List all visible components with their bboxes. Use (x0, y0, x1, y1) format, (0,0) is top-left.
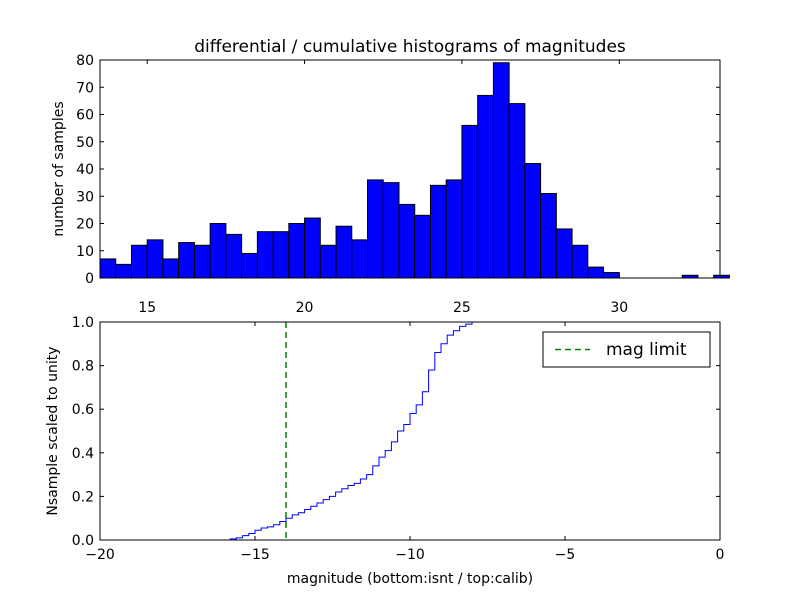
top-x-tick-label: 30 (610, 300, 628, 316)
top-y-tick-label: 50 (76, 135, 94, 151)
histogram-bar (398, 203, 416, 279)
histogram-bar (225, 233, 243, 279)
top-y-axis-label: number of samples (51, 101, 67, 236)
top-axis-ticks: 0 10 20 30 40 50 60 70 80 15 20 25 30 (76, 53, 720, 316)
histogram-bar (603, 272, 620, 279)
histogram-bar (382, 182, 400, 279)
bottom-y-axis-label: Nsample scaled to unity (45, 346, 61, 515)
top-y-tick-label: 60 (76, 108, 94, 124)
histogram-bar (477, 94, 494, 279)
top-x-tick-label: 25 (453, 300, 471, 316)
bottom-x-tick-label: −15 (240, 547, 270, 563)
histogram-bar (540, 193, 557, 279)
histogram-bar (571, 244, 589, 279)
top-y-tick-label: 80 (76, 53, 94, 69)
top-x-tick-label: 20 (296, 300, 314, 316)
histogram-bar (99, 258, 117, 279)
histogram-bars (99, 62, 730, 279)
bottom-x-tick-label: −20 (85, 547, 115, 563)
histogram-bar (162, 258, 180, 279)
bottom-x-axis-label: magnitude (bottom:isnt / top:calib) (287, 571, 533, 587)
bottom-x-tick-label: −5 (555, 547, 576, 563)
histogram-bar (272, 231, 290, 279)
histogram-bar (524, 163, 542, 279)
bottom-axis-ticks: 0.0 0.2 0.4 0.6 0.8 1.0 −20 −15 −10 −5 0 (72, 315, 725, 563)
histogram-bar (335, 225, 353, 279)
bottom-x-tick-label: −10 (395, 547, 425, 563)
histogram-bar (178, 242, 195, 279)
top-y-tick-label: 10 (76, 244, 94, 260)
cumulative-plot (100, 321, 721, 541)
histogram-bar (256, 231, 274, 279)
top-y-tick-label: 40 (76, 162, 94, 178)
histogram-bar (713, 274, 730, 279)
legend-mag-limit-label: mag limit (606, 340, 687, 360)
histogram-bar (115, 263, 132, 279)
bottom-y-tick-label: 0.2 (72, 489, 94, 505)
histogram-bar (130, 244, 148, 279)
histogram-bar (146, 239, 164, 279)
histogram-bar (508, 103, 526, 279)
histogram-bar (414, 214, 431, 279)
chart-title: differential / cumulative histograms of … (194, 37, 626, 57)
bottom-y-tick-label: 1.0 (72, 315, 94, 331)
bottom-y-tick-label: 0.0 (72, 533, 94, 549)
top-y-tick-label: 20 (76, 217, 94, 233)
histogram-bar (209, 223, 227, 279)
top-y-tick-label: 30 (76, 189, 94, 205)
top-x-tick-label: 15 (138, 300, 156, 316)
histogram-bar (461, 124, 479, 279)
histogram-bar (319, 244, 337, 279)
bottom-x-tick-label: 0 (716, 547, 725, 563)
histogram-bar (429, 184, 447, 279)
top-y-tick-label: 0 (85, 271, 94, 287)
histogram-bar (304, 217, 321, 279)
histogram-bar (587, 266, 605, 279)
histogram-bar (241, 252, 258, 279)
top-y-tick-label: 70 (76, 80, 94, 96)
histogram-bar (288, 223, 306, 279)
histogram-bar (367, 179, 384, 279)
differential-histogram-panel: differential / cumulative histograms of … (51, 37, 730, 316)
histogram-bar (445, 179, 463, 279)
histogram-bar (193, 244, 211, 279)
histogram-bar (492, 62, 510, 279)
bottom-y-tick-label: 0.8 (72, 359, 94, 375)
bottom-y-tick-label: 0.4 (72, 446, 94, 462)
bottom-y-tick-label: 0.6 (72, 402, 94, 418)
histogram-bar (351, 239, 369, 279)
legend: mag limit (542, 331, 711, 368)
histogram-bar (555, 228, 573, 279)
cumulative-step-line (100, 321, 721, 541)
cumulative-histogram-panel: 0.0 0.2 0.4 0.6 0.8 1.0 −20 −15 −10 −5 0 Nsample s… (45, 315, 724, 587)
